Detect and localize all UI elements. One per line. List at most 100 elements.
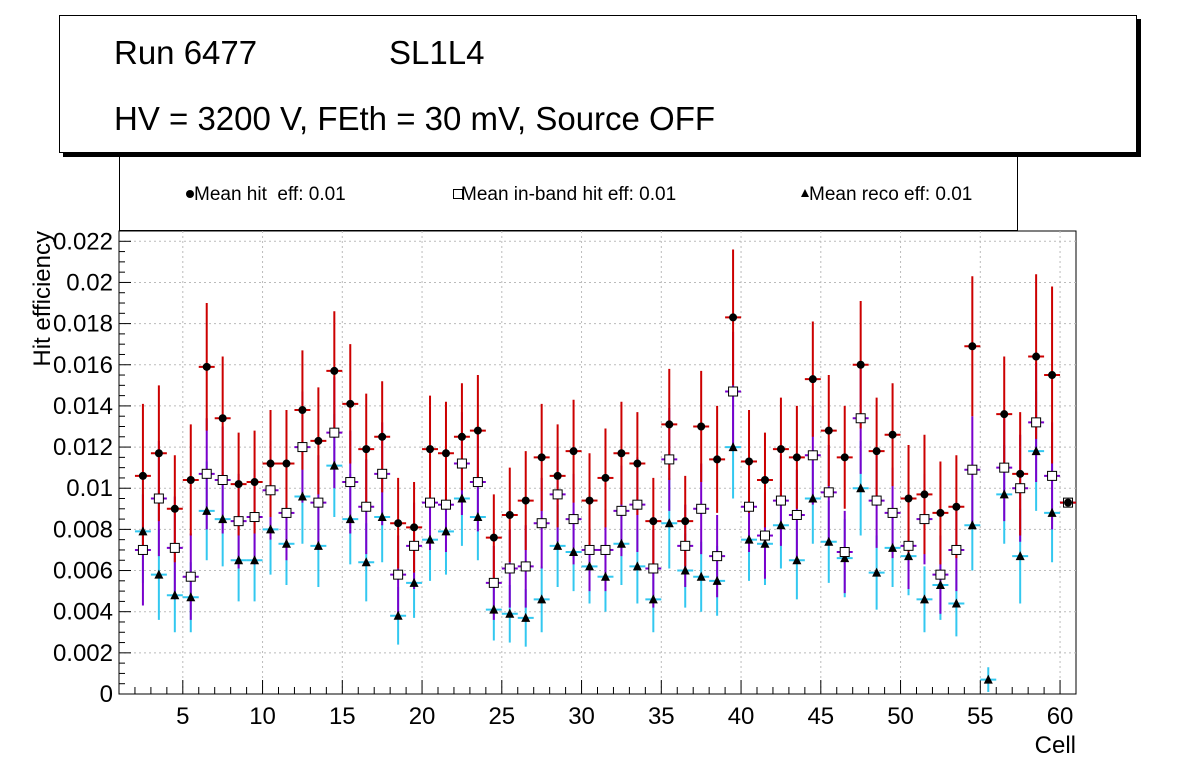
inband-eff-point <box>712 551 723 562</box>
inband-eff-point <box>1047 470 1058 481</box>
hit-eff-point <box>1064 498 1073 507</box>
legend-circle-marker-icon <box>185 190 194 198</box>
inband-eff-point <box>664 454 675 465</box>
reco-eff-point <box>473 512 483 522</box>
inband-eff-point <box>807 450 818 461</box>
inband-eff-point <box>839 547 850 558</box>
hit-eff-point <box>872 447 881 456</box>
inband-eff-point <box>903 540 914 551</box>
inband-eff-point <box>345 477 356 488</box>
hit-eff-point <box>346 399 355 408</box>
inband-eff-point <box>425 497 436 508</box>
hit-eff-point <box>681 517 690 526</box>
reco-eff-point <box>186 592 196 602</box>
inband-eff-point <box>616 505 627 516</box>
reco-eff-point <box>744 534 754 544</box>
inband-eff-point <box>728 386 739 397</box>
hit-eff-point <box>457 432 466 441</box>
reco-eff-point <box>234 555 244 565</box>
inband-eff-point <box>951 544 962 555</box>
hit-eff-point <box>729 313 738 322</box>
y-axis-title: Hit efficiency <box>29 231 56 367</box>
hit-eff-point <box>521 496 530 505</box>
hit-eff-point <box>1016 469 1025 478</box>
hit-eff-point <box>362 445 371 454</box>
x-tick-label: 30 <box>568 703 595 730</box>
hit-eff-point <box>904 494 913 503</box>
reco-eff-point <box>441 526 451 536</box>
y-tick-label: 0.022 <box>53 228 113 255</box>
y-tick-label: 0.008 <box>53 516 113 543</box>
legend-entry-inband: Mean in-band hit eff: 0.01 <box>421 184 676 272</box>
inband-eff-point <box>1015 483 1026 494</box>
hit-eff-point <box>537 453 546 462</box>
inband-eff-point <box>265 485 276 496</box>
hit-eff-point <box>936 508 945 517</box>
y-tick-label: 0.006 <box>53 558 113 585</box>
inband-eff-point <box>967 464 978 475</box>
inband-eff-point <box>759 530 770 541</box>
inband-eff-point <box>887 507 898 518</box>
inband-eff-point <box>744 501 755 512</box>
reco-eff-point <box>776 520 786 530</box>
hit-eff-point <box>856 360 865 369</box>
inband-eff-point <box>648 563 659 574</box>
hit-eff-point <box>154 449 163 458</box>
x-tick-label: 45 <box>807 703 834 730</box>
reco-eff-point <box>872 567 882 577</box>
inband-eff-point <box>823 487 834 498</box>
reco-eff-point <box>361 557 371 567</box>
hit-eff-point <box>266 459 275 468</box>
reco-eff-point <box>951 598 961 608</box>
inband-eff-point <box>855 413 866 424</box>
hit-eff-point <box>505 510 514 519</box>
reco-eff-point <box>728 442 738 452</box>
reco-eff-point <box>808 493 818 503</box>
hit-eff-point <box>410 523 419 532</box>
conditions-label: HV = 3200 V, FEth = 30 mV, Source OFF <box>114 100 716 137</box>
hit-eff-point <box>378 432 387 441</box>
reco-eff-point <box>266 524 276 534</box>
reco-eff-point <box>393 610 403 620</box>
reco-eff-point <box>1015 551 1025 561</box>
hit-eff-point <box>713 455 722 464</box>
hit-eff-point <box>473 426 482 435</box>
legend-label-reco: Mean reco eff: 0.01 <box>809 184 973 205</box>
x-tick-label: 15 <box>329 703 356 730</box>
x-tick-label: 20 <box>409 703 436 730</box>
reco-eff-point <box>489 604 499 614</box>
y-tick-label: 0.002 <box>53 640 113 667</box>
hit-eff-point <box>920 490 929 499</box>
legend-triangle-marker-icon <box>800 189 809 197</box>
hit-eff-point <box>760 475 769 484</box>
inband-eff-point <box>361 501 372 512</box>
reco-eff-point <box>250 555 260 565</box>
reco-eff-point <box>680 565 690 575</box>
title-box: Run 6477 SL1L4 HV = 3200 V, FEth = 30 mV… <box>59 15 1137 153</box>
inband-eff-point <box>313 497 324 508</box>
reco-eff-point <box>218 514 228 524</box>
reco-eff-point <box>537 594 547 604</box>
inband-eff-point <box>409 540 420 551</box>
reco-eff-point <box>856 483 866 493</box>
legend-label-inband: Mean in-band hit eff: 0.01 <box>461 184 677 205</box>
hit-eff-point <box>808 375 817 384</box>
inband-eff-point <box>568 514 579 525</box>
inband-eff-point <box>919 514 930 525</box>
hit-eff-point <box>330 366 339 375</box>
reco-eff-point <box>712 575 722 585</box>
inband-eff-point <box>536 518 547 529</box>
inband-eff-point <box>632 499 643 510</box>
hit-eff-point <box>745 457 754 466</box>
legend: Mean hit eff: 0.01 Mean in-band hit eff:… <box>119 157 1018 231</box>
inband-eff-point <box>249 512 260 523</box>
reco-eff-point <box>632 561 642 571</box>
reco-eff-point <box>967 520 977 530</box>
reco-eff-point <box>792 555 802 565</box>
reco-eff-point <box>999 489 1009 499</box>
reco-eff-point <box>904 551 914 561</box>
hit-eff-point <box>633 459 642 468</box>
reco-eff-point <box>425 534 435 544</box>
inband-eff-point <box>600 544 611 555</box>
